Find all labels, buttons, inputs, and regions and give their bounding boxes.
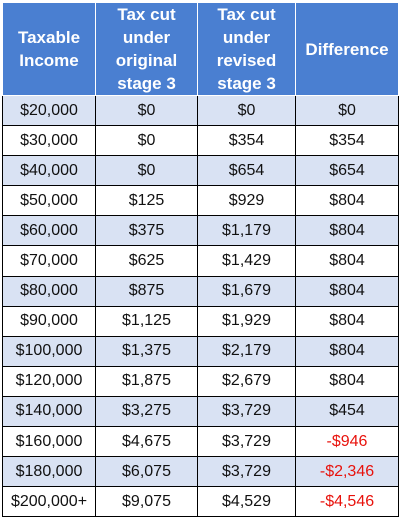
cell-revised-cut: $3,729 [197, 426, 296, 458]
cell-taxable-income: $40,000 [2, 155, 96, 187]
cell-original-cut: $0 [95, 155, 198, 187]
table-row: $70,000 $625 $1,429 $804 [2, 245, 399, 277]
cell-original-cut: $625 [95, 245, 198, 277]
cell-taxable-income: $60,000 [2, 215, 96, 247]
cell-difference: $0 [295, 94, 399, 127]
cell-taxable-income: $160,000 [2, 426, 96, 458]
cell-original-cut: $4,675 [95, 426, 198, 458]
cell-difference: $804 [295, 215, 399, 247]
table-row: $40,000 $0 $654 $654 [2, 155, 399, 187]
cell-revised-cut: $929 [197, 185, 296, 217]
header-difference: Difference [295, 2, 399, 96]
table-row: $140,000 $3,275 $3,729 $454 [2, 395, 399, 428]
cell-difference: $804 [295, 305, 399, 337]
cell-difference: $804 [295, 365, 399, 397]
table-row: $20,000 $0 $0 $0 [2, 94, 399, 127]
cell-difference: $804 [295, 245, 399, 277]
header-line: original [115, 51, 178, 70]
table-row: $160,000 $4,675 $3,729 -$946 [2, 426, 399, 458]
cell-original-cut: $875 [95, 275, 198, 307]
cell-taxable-income: $90,000 [2, 305, 96, 337]
table-row: $120,000 $1,875 $2,679 $804 [2, 365, 399, 397]
cell-revised-cut: $1,429 [197, 245, 296, 277]
table-row: $180,000 $6,075 $3,729 -$2,346 [2, 456, 399, 488]
cell-difference: -$4,546 [295, 486, 399, 518]
cell-difference: $804 [295, 275, 399, 307]
header-line: stage 3 [217, 74, 276, 93]
header-line: Difference [305, 39, 389, 59]
cell-taxable-income: $180,000 [2, 456, 96, 488]
cell-original-cut: $6,075 [95, 456, 198, 488]
cell-original-cut: $3,275 [95, 395, 198, 428]
cell-difference: $654 [295, 155, 399, 187]
header-taxable-income: Taxable Income [2, 2, 96, 96]
cell-revised-cut: $3,729 [197, 456, 296, 488]
header-line: Taxable [17, 28, 81, 47]
cell-original-cut: $0 [95, 125, 198, 157]
table-row: $60,000 $375 $1,179 $804 [2, 215, 399, 247]
cell-revised-cut: $354 [197, 125, 296, 157]
cell-original-cut: $0 [95, 94, 198, 127]
header-line: revised [216, 51, 277, 70]
cell-revised-cut: $4,529 [197, 486, 296, 518]
cell-difference: $804 [295, 185, 399, 217]
header-line: under [222, 28, 271, 47]
cell-original-cut: $1,125 [95, 305, 198, 337]
cell-revised-cut: $1,679 [197, 275, 296, 307]
table-body: $20,000 $0 $0 $0 $30,000 $0 $354 $354 $40,000 $0 $… [2, 94, 399, 518]
cell-taxable-income: $30,000 [2, 125, 96, 157]
cell-taxable-income: $120,000 [2, 365, 96, 397]
header-row: Taxable Income Tax cut under original stage 3… [2, 2, 399, 96]
table-row: $100,000 $1,375 $2,179 $804 [2, 335, 399, 367]
cell-taxable-income: $200,000+ [2, 486, 96, 518]
cell-original-cut: $1,875 [95, 365, 198, 397]
cell-revised-cut: $3,729 [197, 395, 296, 428]
table-header: Taxable Income Tax cut under original stage 3… [2, 2, 399, 96]
cell-taxable-income: $50,000 [2, 185, 96, 217]
header-line: stage 3 [117, 74, 176, 93]
table-row: $50,000 $125 $929 $804 [2, 185, 399, 217]
header-revised-stage-3: Tax cut under revised stage 3 [197, 2, 296, 96]
cell-revised-cut: $2,179 [197, 335, 296, 367]
cell-difference: $804 [295, 335, 399, 367]
cell-original-cut: $9,075 [95, 486, 198, 518]
header-line: Income [19, 51, 79, 70]
cell-original-cut: $125 [95, 185, 198, 217]
cell-taxable-income: $100,000 [2, 335, 96, 367]
cell-difference: $454 [295, 395, 399, 428]
header-line: Tax cut [217, 5, 276, 24]
cell-taxable-income: $20,000 [2, 94, 96, 127]
cell-difference: -$2,346 [295, 456, 399, 488]
table-row: $90,000 $1,125 $1,929 $804 [2, 305, 399, 337]
cell-revised-cut: $1,179 [197, 215, 296, 247]
cell-revised-cut: $654 [197, 155, 296, 187]
header-line: Tax cut [117, 5, 176, 24]
cell-revised-cut: $0 [197, 94, 296, 127]
table-row: $30,000 $0 $354 $354 [2, 125, 399, 157]
cell-revised-cut: $2,679 [197, 365, 296, 397]
cell-taxable-income: $80,000 [2, 275, 96, 307]
cell-taxable-income: $140,000 [2, 395, 96, 428]
cell-taxable-income: $70,000 [2, 245, 96, 277]
header-line: under [122, 28, 171, 47]
header-original-stage-3: Tax cut under original stage 3 [95, 2, 198, 96]
cell-revised-cut: $1,929 [197, 305, 296, 337]
table-row: $200,000+ $9,075 $4,529 -$4,546 [2, 486, 399, 518]
cell-original-cut: $1,375 [95, 335, 198, 367]
cell-difference: $354 [295, 125, 399, 157]
cell-original-cut: $375 [95, 215, 198, 247]
table-row: $80,000 $875 $1,679 $804 [2, 275, 399, 307]
cell-difference: -$946 [295, 426, 399, 458]
